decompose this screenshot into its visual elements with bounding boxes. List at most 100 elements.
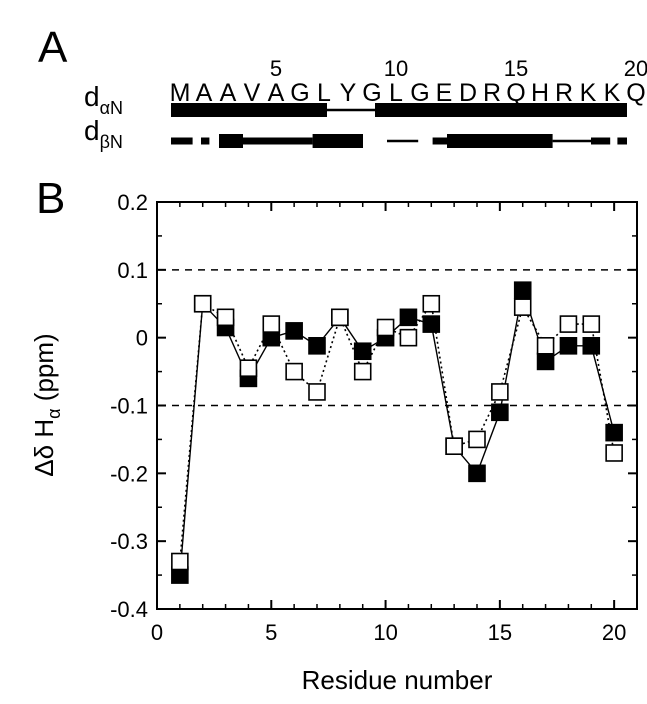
- open-square-point: [582, 315, 601, 333]
- sequence-residue: K: [604, 79, 621, 107]
- sequence-residue: D: [459, 79, 477, 107]
- open-square-point: [513, 298, 532, 316]
- sequence-residue: E: [436, 79, 453, 107]
- noe-segment: [591, 137, 611, 145]
- axis-ticks: [156, 201, 638, 610]
- open-square-point: [399, 328, 418, 347]
- open-square-point: [468, 430, 486, 449]
- row-label-sub: αN: [100, 98, 123, 118]
- open-square-point: [491, 383, 509, 401]
- panel-b-label: B: [36, 174, 65, 223]
- row-label: dαN: [84, 81, 123, 118]
- row-label-main: d: [84, 115, 100, 146]
- sequence-residue: R: [483, 79, 501, 107]
- y-tick-label: 0: [136, 326, 148, 351]
- filled-square-point: [399, 308, 418, 327]
- noe-segment: [375, 103, 627, 117]
- y-tick-label: 0.1: [117, 258, 148, 283]
- series-line: [179, 289, 615, 576]
- sequence-residue: L: [317, 79, 331, 107]
- open-square-point: [422, 294, 441, 313]
- sequence-residue: G: [410, 79, 429, 107]
- residue-position-labels: 5 10 15 20: [270, 56, 647, 81]
- sequence-residue: A: [196, 79, 213, 107]
- sequence-residue: Q: [506, 79, 525, 107]
- sequence-residue: K: [580, 79, 597, 107]
- filled-square-point: [513, 281, 532, 299]
- sequence-residue: Y: [340, 79, 357, 107]
- open-square-point: [216, 308, 235, 327]
- y-axis-label-sub: α: [44, 408, 64, 418]
- x-tick-label: 0: [151, 620, 163, 645]
- open-square-point: [445, 437, 463, 456]
- noe-segment: [171, 137, 193, 145]
- x-axis-label: Residue number: [302, 665, 493, 695]
- position-label: 5: [270, 56, 282, 81]
- sequence-residue: M: [170, 79, 191, 107]
- position-label: 20: [624, 56, 647, 81]
- noe-segment: [243, 137, 313, 145]
- x-tick-label: 5: [265, 620, 277, 645]
- filled-square-point: [536, 352, 555, 371]
- filled-square-point: [491, 403, 509, 422]
- open-square-point: [331, 308, 349, 327]
- noe-segment: [552, 139, 591, 143]
- filled-square-point: [353, 342, 372, 361]
- open-square-point: [285, 362, 303, 381]
- noe-segment: [201, 137, 210, 145]
- filled-square-point: [468, 464, 486, 483]
- y-tick-label: -0.3: [110, 529, 148, 554]
- x-tick-labels: 0 5 10 15 20: [151, 620, 627, 645]
- noe-segment: [447, 134, 553, 148]
- panel-b: B -0.4 -0.3 -0.2 -0.1 0 0.1 0.2 0 5 10 15 20 Resid…: [29, 174, 638, 695]
- reference-lines: [159, 269, 635, 407]
- sequence-residue: A: [268, 79, 285, 107]
- noe-segment: [617, 137, 627, 145]
- x-tick-label: 10: [373, 620, 397, 645]
- sequence-residue: V: [244, 79, 261, 107]
- x-tick-label: 15: [488, 620, 512, 645]
- filled-square-point: [559, 337, 578, 355]
- y-tick-labels: -0.4 -0.3 -0.2 -0.1 0 0.1 0.2: [110, 190, 148, 622]
- noe-segment: [387, 139, 419, 143]
- open-square-point: [262, 315, 281, 333]
- y-tick-label: -0.1: [110, 394, 148, 419]
- sequence-residue: A: [220, 79, 237, 107]
- sequence-residue: G: [290, 79, 309, 107]
- open-square-point: [239, 359, 258, 377]
- sequence-residue: G: [362, 79, 381, 107]
- noe-segment: [219, 134, 243, 148]
- x-tick-label: 20: [602, 620, 626, 645]
- y-axis-label-main: Δδ H: [29, 419, 59, 477]
- sequence-residue: H: [531, 79, 549, 107]
- open-square-point: [376, 318, 395, 337]
- open-square-point: [605, 444, 623, 462]
- row-label-sub: βN: [100, 132, 123, 152]
- panel-a-label: A: [38, 23, 68, 72]
- y-tick-label: 0.2: [117, 190, 148, 215]
- open-square-point: [308, 383, 326, 401]
- y-axis-label-unit: (ppm): [29, 333, 59, 408]
- y-axis-label: Δδ Hα (ppm): [29, 333, 64, 476]
- position-label: 15: [504, 56, 528, 81]
- noe-segment: [171, 103, 327, 117]
- noe-bars: [171, 103, 627, 148]
- open-square-point: [536, 337, 555, 355]
- sequence-residue: R: [555, 79, 573, 107]
- open-square-point: [171, 552, 189, 571]
- open-square-point: [559, 315, 578, 333]
- row-label-main: d: [84, 81, 100, 112]
- position-label: 10: [384, 56, 408, 81]
- sequence-residue: Q: [626, 79, 645, 107]
- noe-segment: [327, 108, 375, 112]
- noe-segment: [312, 134, 363, 148]
- filled-square-point: [308, 337, 326, 355]
- row-label: dβN: [84, 115, 123, 152]
- y-tick-label: -0.2: [110, 461, 148, 486]
- noe-segment: [432, 137, 447, 145]
